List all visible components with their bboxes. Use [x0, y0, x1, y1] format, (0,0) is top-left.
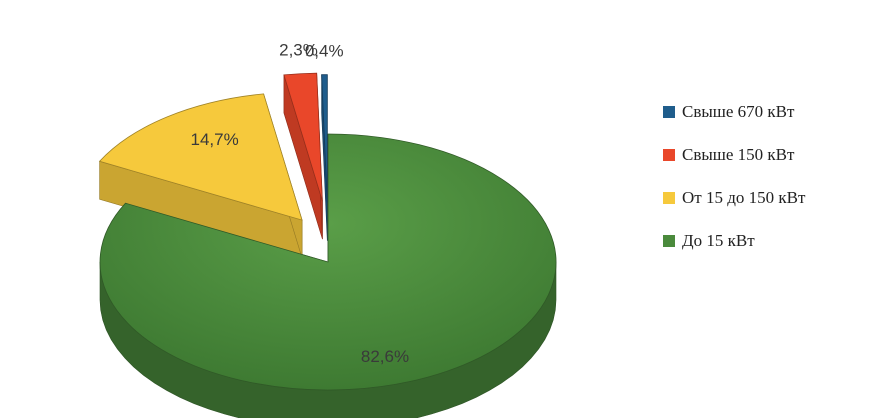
legend-item-0: Свыше 670 кВт: [663, 101, 805, 122]
legend-item-2: От 15 до 150 кВт: [663, 187, 805, 208]
pie-slice-3: [321, 74, 328, 203]
chart-legend: Свыше 670 кВт Свыше 150 кВт От 15 до 150 к…: [663, 101, 805, 273]
legend-swatch: [663, 105, 675, 118]
pie-slice-label-0: 82,6%: [361, 347, 409, 366]
legend-label: От 15 до 150 кВт: [682, 187, 806, 207]
pie-slice-label-1: 14,7%: [190, 130, 238, 149]
legend-swatch: [663, 148, 675, 161]
legend-swatch: [663, 234, 675, 247]
pie-slice-label-2: 2,3%: [279, 41, 318, 60]
legend-label: Свыше 670 кВт: [682, 101, 795, 121]
pie-slice-0: [99, 133, 557, 391]
legend-label: До 15 кВт: [682, 230, 755, 250]
legend-item-3: До 15 кВт: [663, 230, 805, 251]
pie-slice-1: [98, 93, 303, 221]
legend-swatch: [663, 191, 675, 204]
legend-item-1: Свыше 150 кВт: [663, 144, 805, 165]
legend-label: Свыше 150 кВт: [682, 144, 795, 164]
pie-slice-label-3: 0,4%: [305, 41, 344, 60]
pie-slice-2: [283, 72, 323, 202]
